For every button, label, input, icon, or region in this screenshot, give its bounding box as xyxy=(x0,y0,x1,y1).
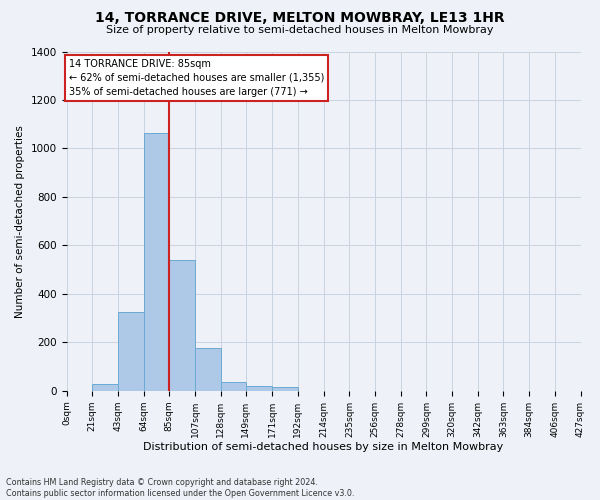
X-axis label: Distribution of semi-detached houses by size in Melton Mowbray: Distribution of semi-detached houses by … xyxy=(143,442,503,452)
Bar xyxy=(169,260,196,391)
Y-axis label: Number of semi-detached properties: Number of semi-detached properties xyxy=(15,124,25,318)
Bar xyxy=(143,132,169,391)
Bar xyxy=(272,387,298,391)
Bar xyxy=(221,382,246,391)
Bar xyxy=(92,384,118,391)
Text: Contains HM Land Registry data © Crown copyright and database right 2024.
Contai: Contains HM Land Registry data © Crown c… xyxy=(6,478,355,498)
Bar xyxy=(196,348,221,391)
Bar xyxy=(118,312,143,391)
Text: 14 TORRANCE DRIVE: 85sqm
← 62% of semi-detached houses are smaller (1,355)
35% o: 14 TORRANCE DRIVE: 85sqm ← 62% of semi-d… xyxy=(69,59,325,97)
Text: 14, TORRANCE DRIVE, MELTON MOWBRAY, LE13 1HR: 14, TORRANCE DRIVE, MELTON MOWBRAY, LE13… xyxy=(95,11,505,25)
Bar xyxy=(246,386,272,391)
Text: Size of property relative to semi-detached houses in Melton Mowbray: Size of property relative to semi-detach… xyxy=(106,25,494,35)
